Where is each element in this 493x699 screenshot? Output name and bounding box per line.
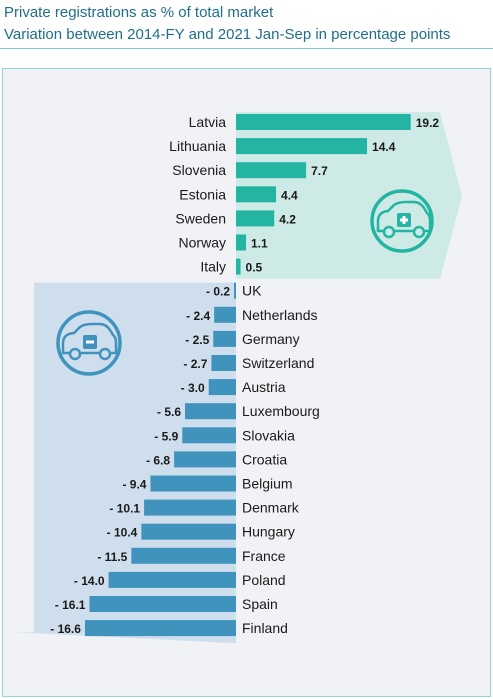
header-divider (0, 48, 493, 49)
value-label: 19.2 (416, 116, 440, 130)
value-label: - 5.6 (157, 405, 181, 419)
bar-finland (84, 620, 236, 637)
value-label: 4.4 (281, 188, 298, 202)
category-label: Sweden (175, 210, 226, 226)
value-label: - 0.2 (206, 285, 230, 299)
chart-subtitle: Variation between 2014-FY and 2021 Jan-S… (4, 26, 451, 43)
bar-slovenia (236, 162, 307, 179)
category-label: Netherlands (242, 307, 318, 323)
bar-uk (234, 282, 236, 299)
bar-slovakia (182, 427, 236, 444)
category-label: France (242, 548, 286, 564)
category-label: Slovenia (172, 162, 226, 178)
value-label: - 2.5 (185, 333, 209, 347)
value-label: - 9.4 (122, 478, 146, 492)
car-plus-icon (370, 189, 434, 253)
bar-lithuania (236, 138, 368, 155)
category-label: Finland (242, 620, 288, 636)
bar-latvia (236, 114, 411, 130)
bar-spain (89, 596, 237, 612)
value-label: 4.2 (279, 212, 296, 226)
bar-sweden (236, 210, 275, 227)
value-label: - 6.8 (146, 453, 170, 467)
category-label: Austria (242, 379, 286, 395)
category-label: Belgium (242, 476, 293, 492)
value-label: 14.4 (372, 140, 396, 154)
bar-germany (213, 330, 236, 347)
bar-estonia (236, 186, 277, 203)
bar-denmark (144, 499, 236, 516)
category-label: UK (242, 283, 262, 299)
value-label: 7.7 (311, 164, 328, 178)
category-label: Estonia (179, 186, 226, 202)
value-label: - 5.9 (154, 429, 178, 443)
bar-italy (236, 258, 241, 275)
value-label: - 16.1 (55, 598, 86, 612)
category-label: Hungary (242, 524, 295, 540)
bar-luxembourg (185, 403, 236, 420)
value-label: - 14.0 (74, 574, 105, 588)
bar-hungary (141, 523, 236, 540)
value-label: - 10.4 (107, 526, 138, 540)
bar-croatia (174, 451, 236, 468)
bars-group: Latvia 19.2 Lithuania 14.4 Slovenia 7.7 Estoni… (50, 114, 440, 637)
category-label: Italy (200, 259, 226, 275)
category-label: Slovakia (242, 427, 295, 443)
value-label: - 2.4 (186, 309, 210, 323)
category-label: Denmark (242, 500, 300, 516)
bar-poland (108, 571, 236, 588)
value-label: 0.5 (246, 261, 263, 275)
value-label: - 16.6 (50, 622, 81, 636)
bar-netherlands (214, 306, 236, 323)
category-label: Croatia (242, 451, 287, 467)
value-label: - 3.0 (181, 381, 205, 395)
bar-belgium (150, 475, 236, 492)
chart-header: Private registrations as % of total mark… (4, 2, 450, 46)
category-label: Luxembourg (242, 403, 320, 419)
value-label: - 11.5 (97, 550, 127, 564)
category-label: Germany (242, 331, 300, 347)
value-label: - 2.7 (183, 357, 207, 371)
chart-title: Private registrations as % of total mark… (4, 4, 274, 21)
category-label: Lithuania (169, 138, 226, 154)
category-label: Norway (179, 235, 226, 251)
bar-norway (236, 234, 247, 251)
car-minus-icon (56, 310, 122, 376)
bar-switzerland (211, 355, 236, 371)
category-label: Spain (242, 596, 278, 612)
category-label: Switzerland (242, 355, 314, 371)
bar-austria (208, 379, 236, 396)
value-label: 1.1 (251, 237, 268, 251)
category-label: Latvia (189, 114, 227, 130)
category-label: Poland (242, 572, 286, 588)
value-label: - 10.1 (109, 502, 140, 516)
bar-france (131, 547, 236, 564)
